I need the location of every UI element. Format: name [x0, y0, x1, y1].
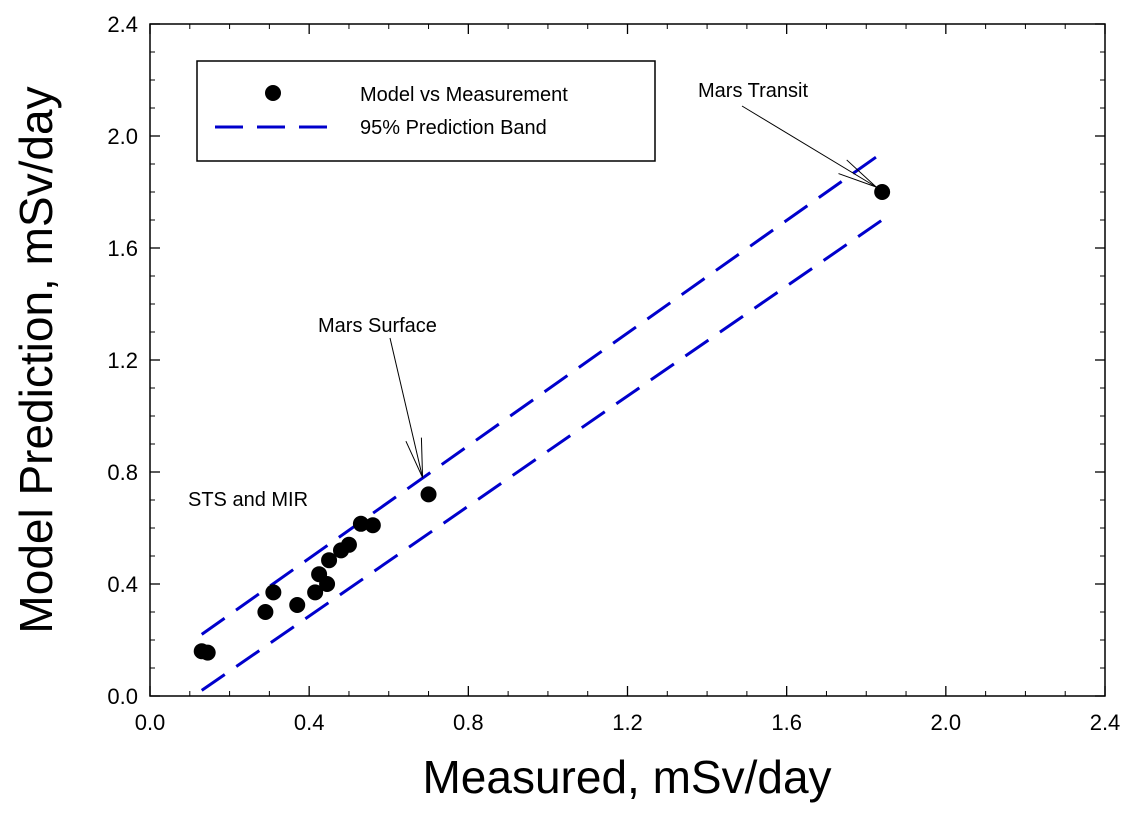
legend: Model vs Measurement 95% Prediction Band	[196, 60, 656, 162]
data-point	[874, 184, 891, 200]
data-point	[319, 576, 336, 592]
legend-marker-points	[265, 85, 281, 101]
legend-box	[196, 60, 656, 162]
x-tick-label: 1.6	[771, 710, 802, 735]
annotation-mars-surface: Mars Surface	[318, 315, 437, 337]
data-point	[307, 584, 324, 601]
data-point	[340, 536, 357, 553]
y-tick-label: 0.4	[107, 572, 138, 597]
data-point	[352, 515, 369, 532]
annotation-mars-transit: Mars Transit	[698, 80, 808, 102]
x-tick-label: 0.0	[135, 710, 166, 735]
x-tick-labels: 0.0 0.4 0.8 1.2 1.6 2.0 2.4	[135, 710, 1121, 735]
band-line-upper	[200, 151, 884, 636]
y-tick-label: 0.0	[107, 684, 138, 709]
data-point	[289, 597, 306, 613]
data-point	[364, 517, 381, 534]
band-line-lower	[200, 218, 884, 692]
y-tick-labels: 0.0 0.4 0.8 1.2 1.6 2.0 2.4	[107, 12, 138, 709]
y-tick-label: 1.6	[107, 236, 138, 261]
data-point	[321, 552, 338, 569]
x-tick-label: 1.2	[612, 710, 643, 735]
y-tick-label: 2.0	[107, 124, 138, 149]
y-tick-label: 1.2	[107, 348, 138, 373]
x-tick-label: 0.8	[453, 710, 484, 735]
y-axis-title: Model Prediction, mSv/day	[10, 86, 62, 633]
annotation-arrows	[389, 105, 877, 478]
data-point	[257, 604, 274, 620]
data-point	[420, 486, 437, 503]
x-tick-label: 2.0	[931, 710, 962, 735]
x-axis-title: Measured, mSv/day	[422, 751, 831, 803]
arrow-mars-surface	[389, 337, 424, 478]
y-tick-label: 2.4	[107, 12, 138, 37]
legend-label-points: Model vs Measurement	[360, 84, 568, 106]
prediction-band-lines	[200, 151, 884, 692]
axis-ticks	[149, 23, 1106, 697]
x-tick-label: 0.4	[294, 710, 325, 735]
arrow-mars-transit	[741, 105, 877, 188]
data-points	[193, 184, 891, 661]
data-point	[199, 644, 216, 661]
y-tick-label: 0.8	[107, 460, 138, 485]
data-point	[265, 584, 282, 601]
legend-label-band: 95% Prediction Band	[360, 117, 547, 139]
annotation-sts-mir: STS and MIR	[188, 489, 308, 511]
x-tick-label: 2.4	[1090, 710, 1121, 735]
